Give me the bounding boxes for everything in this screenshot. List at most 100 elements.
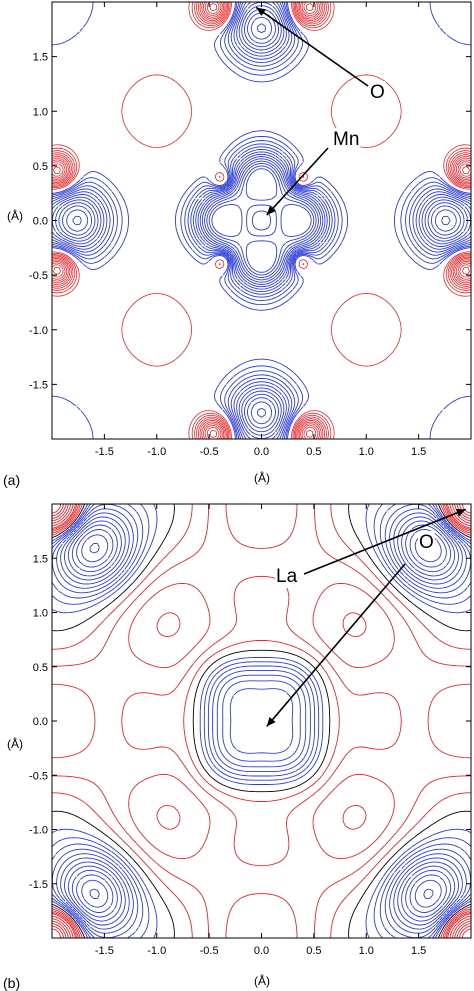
y-tick-label: 1.0: [33, 608, 48, 620]
negative-contour: [89, 543, 434, 899]
annotation-label-bg: [369, 81, 386, 104]
y-axis-label-a: (Å): [7, 208, 23, 223]
annotation-label: O: [419, 532, 434, 553]
positive-contour: [52, 504, 471, 938]
y-tick-label: 0.5: [33, 161, 48, 173]
panel-a: -1.5 -1.0 -0.5 0.0 0.5 1.0 1.5 -1.5 -1.0 -0.5 0.0 0…: [0, 0, 474, 492]
x-tick-label: 1.0: [359, 945, 374, 957]
negative-contour: [52, 504, 471, 938]
y-tick-label: 1.5: [33, 52, 48, 64]
annotation-label: Mn: [333, 129, 359, 150]
y-tick-label: -0.5: [29, 270, 48, 282]
panel-letter-b: (b): [3, 975, 20, 991]
positive-contour: [52, 504, 471, 938]
positive-contour: [52, 504, 471, 938]
contour-lines-b: [52, 504, 471, 938]
negative-contour: [52, 2, 471, 439]
annotation-label-bg: [418, 531, 435, 554]
positive-contour: [52, 2, 471, 439]
negative-contour: [52, 2, 471, 439]
y-axis-label-b: (Å): [7, 736, 23, 751]
y-tick-label: -0.5: [29, 770, 48, 782]
negative-contour: [52, 504, 471, 938]
positive-contour: [52, 504, 471, 938]
annotation-label-bg: [275, 565, 299, 588]
positive-contour: [52, 504, 471, 938]
annotation-label-bg: [332, 128, 361, 151]
annotations-a: O Mn: [255, 6, 386, 216]
annotation-arrow: [255, 6, 369, 87]
x-tick-label: -0.5: [200, 446, 219, 458]
x-tick-label: 0.5: [306, 446, 321, 458]
positive-contour: [52, 2, 471, 439]
x-tick-label: 1.5: [411, 945, 426, 957]
negative-contour: [55, 5, 468, 436]
x-tick-label: -0.5: [200, 945, 219, 957]
positive-contour: [52, 504, 471, 938]
positive-contour: [52, 504, 471, 938]
positive-contour: [52, 2, 471, 439]
panel-b: -1.5 -1.0 -0.5 0.0 0.5 1.0 1.5 -1.5 -1.0 -0.5 0.0 0…: [0, 496, 474, 991]
x-tick-label: 1.0: [359, 446, 374, 458]
annotation-arrow: [266, 147, 329, 216]
x-tick-label: -1.5: [95, 945, 114, 957]
x-tick-label: 0.5: [306, 945, 321, 957]
positive-contour: [52, 504, 471, 938]
positive-contour: [52, 2, 471, 439]
annotation-arrowhead: [266, 205, 276, 216]
annotation-arrowhead: [266, 716, 276, 727]
x-tick-label: 1.5: [411, 446, 426, 458]
x-tick-label: 0.0: [254, 945, 269, 957]
negative-contour: [52, 2, 471, 439]
positive-contour: [52, 2, 471, 439]
positive-contour: [52, 2, 471, 439]
annotation-label: La: [276, 566, 298, 587]
negative-contour: [72, 23, 451, 418]
negative-contour: [67, 520, 456, 922]
y-tick-label: 0.5: [33, 662, 48, 674]
negative-contour: [64, 516, 459, 926]
negative-contour: [76, 529, 447, 913]
annotation-arrowhead: [256, 7, 266, 16]
y-tick-label: 0.0: [33, 716, 48, 728]
negative-contour: [66, 16, 457, 425]
negative-contour: [71, 524, 452, 918]
y-tick-label: -1.5: [29, 379, 48, 391]
positive-contour: [52, 2, 471, 439]
annotation-arrow: [303, 508, 467, 575]
negative-contour: [58, 8, 465, 433]
y-tick-label: -1.0: [29, 825, 48, 837]
x-tick-label: -1.0: [147, 446, 166, 458]
negative-contour: [52, 504, 471, 938]
plot-frame-b: [51, 503, 472, 939]
negative-contour: [52, 2, 471, 439]
positive-contour: [52, 504, 471, 938]
negative-contour: [211, 168, 312, 273]
zero-contour: [52, 504, 471, 938]
x-axis-label-b: (Å): [254, 973, 270, 988]
positive-contour: [52, 504, 471, 938]
negative-contour: [52, 2, 471, 439]
plot-frame-a: [51, 1, 472, 440]
negative-contour: [52, 2, 471, 439]
y-tick-label: 0.0: [33, 216, 48, 228]
negative-contour: [52, 2, 471, 439]
positive-contour: [53, 3, 470, 438]
positive-contour: [52, 2, 471, 439]
x-tick-label: -1.5: [95, 446, 114, 458]
positive-contour: [52, 2, 471, 439]
annotation-arrow: [266, 563, 406, 727]
y-tick-label: 1.0: [33, 106, 48, 118]
axis-ticks-b: -1.5 -1.0 -0.5 0.0 0.5 1.0 1.5 -1.5 -1.0 -0.5 0.0 0…: [29, 504, 471, 957]
positive-contour: [52, 2, 471, 439]
contour-lines-a: [52, 2, 471, 439]
x-tick-label: 0.0: [254, 446, 269, 458]
axis-ticks-a: -1.5 -1.0 -0.5 0.0 0.5 1.0 1.5 -1.5 -1.0 -0.5 0.0 0…: [29, 2, 471, 458]
y-tick-label: -1.0: [29, 325, 48, 337]
negative-contour: [56, 508, 467, 934]
annotation-label: O: [370, 82, 385, 103]
x-axis-label-a: (Å): [254, 470, 270, 485]
contour-plot-a: -1.5 -1.0 -0.5 0.0 0.5 1.0 1.5 -1.5 -1.0 -0.5 0.0 0…: [3, 1, 472, 488]
negative-contour: [61, 12, 462, 429]
positive-contour: [52, 504, 471, 938]
